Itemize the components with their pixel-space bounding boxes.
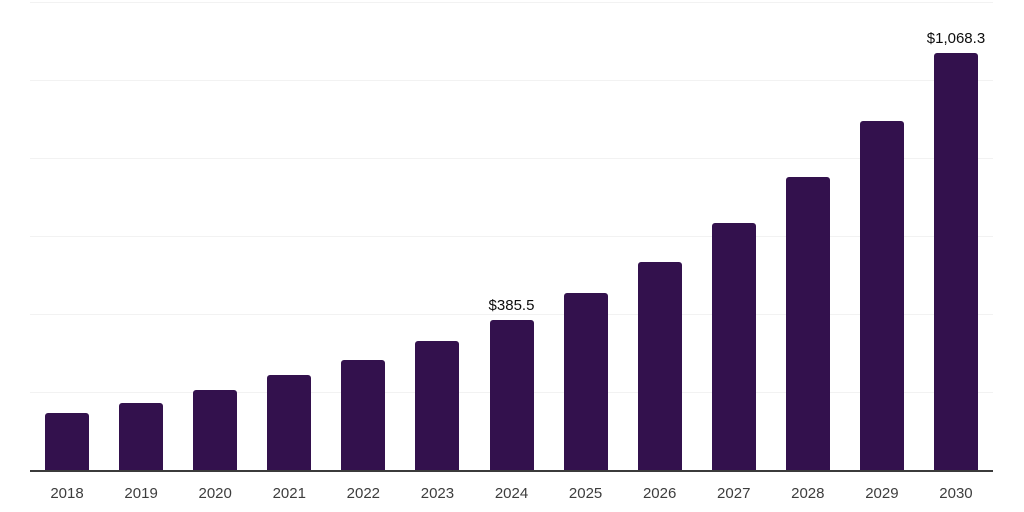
- x-tick-label-2022: 2022: [346, 485, 381, 502]
- bar-slot-2024: $385.5: [474, 2, 548, 470]
- gridline: [30, 80, 993, 81]
- x-tick-label-2025: 2025: [568, 485, 603, 502]
- bar-value-label-2030: $1,068.3: [926, 30, 986, 48]
- x-axis-line: [30, 470, 993, 472]
- bar-2018: [45, 412, 90, 470]
- gridline: [30, 2, 993, 3]
- x-tick-label-2018: 2018: [50, 485, 84, 502]
- bar-slot-2026: [623, 2, 697, 470]
- bar-slot-2019: [104, 2, 178, 470]
- x-tick-label-2030: 2030: [939, 485, 973, 502]
- bar-2020: [193, 389, 238, 470]
- x-tick-label-2024: 2024: [494, 485, 529, 502]
- x-tick-label-2021: 2021: [272, 485, 306, 502]
- x-axis-labels: 2018 2019 2020 2021 2022 2023 2024 2025 2026 2027…: [30, 485, 993, 502]
- bar-2027: [711, 223, 756, 470]
- bar-slot-2027: [697, 2, 771, 470]
- x-tick-label-2020: 2020: [198, 485, 232, 502]
- x-tick-label-2026: 2026: [642, 485, 677, 502]
- x-tick-label-2028: 2028: [791, 485, 825, 502]
- bar-slot-2030: $1,068.3: [919, 2, 993, 470]
- bar-2023: [415, 340, 460, 470]
- bar-2030: [933, 53, 978, 470]
- bar-slot-2025: [549, 2, 623, 470]
- bar-slot-2029: [845, 2, 919, 470]
- bar-slot-2018: [30, 2, 104, 470]
- bar-2028: [785, 177, 830, 470]
- x-tick-label-2027: 2027: [717, 485, 751, 502]
- bar-slot-2021: [252, 2, 326, 470]
- bar-2026: [637, 262, 682, 470]
- bars-container: $385.5 $1,068.3: [30, 2, 993, 470]
- bar-2025: [563, 292, 608, 470]
- bar-slot-2028: [771, 2, 845, 470]
- x-tick-label-2023: 2023: [420, 485, 455, 502]
- bar-2029: [859, 120, 904, 470]
- bar-value-label-2024: $385.5: [488, 296, 535, 314]
- bar-slot-2020: [178, 2, 252, 470]
- bar-2024: [489, 319, 534, 470]
- gridline: [30, 236, 993, 237]
- bar-2019: [119, 402, 164, 470]
- bar-slot-2023: [400, 2, 474, 470]
- bar-slot-2022: [326, 2, 400, 470]
- gridline: [30, 314, 993, 315]
- gridline: [30, 158, 993, 159]
- x-tick-label-2029: 2029: [865, 485, 899, 502]
- bar-2021: [267, 374, 312, 470]
- x-tick-label-2019: 2019: [124, 485, 158, 502]
- bar-2022: [341, 359, 386, 470]
- plot-area: $385.5 $1,068.3: [30, 2, 993, 472]
